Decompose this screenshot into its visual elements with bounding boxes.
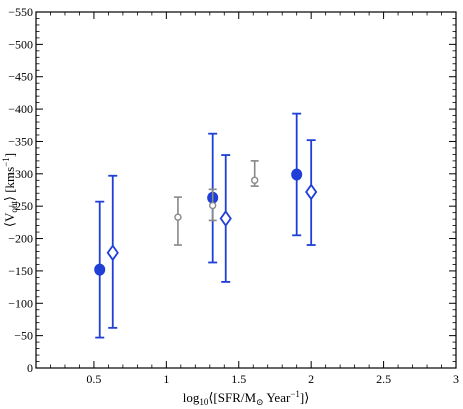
x-tick-label: 3 (453, 372, 459, 386)
y-axis-title-close: ⟩ [kms (2, 167, 17, 201)
y-tick-label: 0 (27, 361, 33, 375)
data-point-open-circle (208, 201, 217, 210)
y-tick-label: −250 (8, 199, 33, 213)
y-axis-title-sub: out (9, 201, 19, 213)
y-axis-title: ⟨Vout⟩ [kms−1] (1, 153, 19, 227)
plot-area-frame (35, 11, 457, 369)
x-axis-title-base: 10 (199, 397, 209, 407)
x-tick-label: 2.5 (376, 372, 391, 386)
x-tick-label: 1.5 (231, 372, 246, 386)
x-axis-title-sun: ⊙ (256, 397, 264, 407)
y-tick-label: −400 (8, 102, 33, 116)
x-axis-title-body: ⟨[SFR/M (208, 390, 256, 405)
axis-ticks: 0 −50 −100 −150 −200 −250 −300 −350 −400 −450 −500… (8, 5, 459, 386)
svg-text:log10⟨[SFR/M⊙ Year−1]⟩: log10⟨[SFR/M⊙ Year−1]⟩ (183, 389, 310, 407)
y-tick-label: −150 (8, 264, 33, 278)
y-tick-label: −50 (14, 329, 33, 343)
y-tick-label: −100 (8, 296, 33, 310)
y-tick-label: −550 (8, 5, 33, 19)
x-axis-title-suffix: ]⟩ (300, 390, 309, 405)
y-tick-label: −350 (8, 134, 33, 148)
y-axis-title-exp: −1 (1, 157, 11, 167)
svg-text:⟨Vout⟩ [kms−1]: ⟨Vout⟩ [kms−1] (1, 153, 19, 227)
data-point-filled-circle (94, 263, 106, 276)
data-marks (94, 112, 318, 339)
y-axis-title-open: ⟨V (2, 212, 17, 227)
data-point-open-diamond (106, 244, 119, 262)
y-tick-label: −300 (8, 167, 33, 181)
data-point-open-diamond (219, 209, 232, 228)
x-axis-title-unit: Year (264, 390, 291, 405)
y-tick-label: −200 (8, 232, 33, 246)
x-tick-label: 0.5 (86, 372, 101, 386)
data-point-open-diamond (305, 183, 318, 201)
x-tick-label: 1 (163, 372, 169, 386)
data-point-open-circle (174, 213, 182, 221)
x-axis-title-prefix: log (183, 390, 200, 405)
x-axis-title: log10⟨[SFR/M⊙ Year−1]⟩ (183, 389, 310, 407)
data-point-open-circle (250, 176, 259, 184)
y-axis-title-end: ] (2, 153, 17, 157)
x-tick-label: 2 (308, 372, 314, 386)
y-tick-label: −450 (8, 70, 33, 84)
data-point-filled-circle (291, 168, 303, 181)
x-axis-title-exp: −1 (290, 389, 300, 399)
y-tick-label: −500 (8, 37, 33, 51)
